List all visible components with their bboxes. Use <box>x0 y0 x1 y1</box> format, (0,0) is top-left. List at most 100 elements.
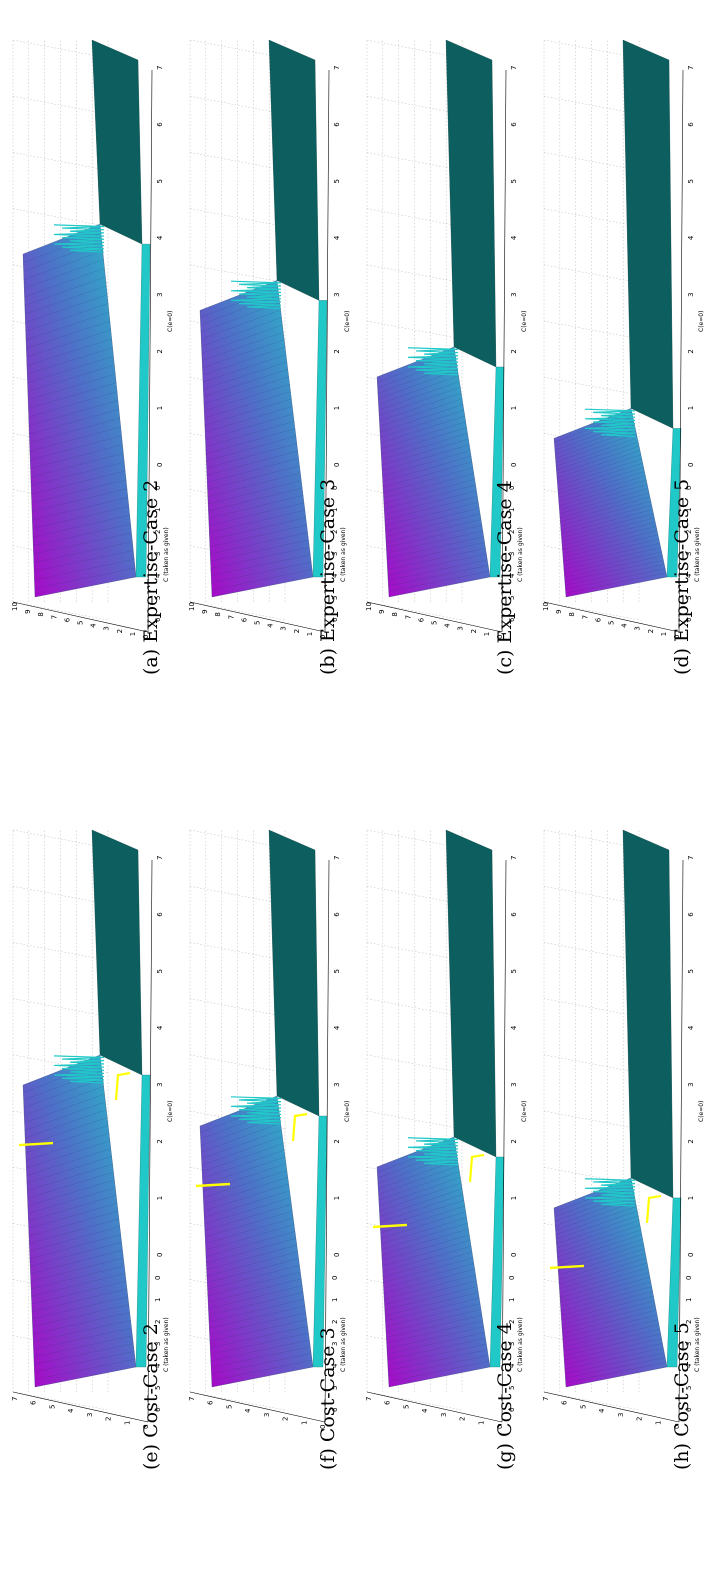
surface-mesh-line <box>32 1296 128 1320</box>
caption-c: (c) Expertise-Case 4 <box>494 480 516 675</box>
surface-spikes <box>407 1137 459 1166</box>
x-tick-label: 2 <box>510 1139 518 1143</box>
x-tick-label: 5 <box>687 969 695 973</box>
y-tick-label: 2 <box>685 530 693 534</box>
y-axis-label: C (taken as given) <box>517 1317 524 1372</box>
panel-e-plot: 0 1 2 3 4 5 6 7 6 5 4 3 2 1 0 0 1 2 3 4 5 6 7 C (taken as given… <box>11 829 174 1429</box>
surface-mesh-line <box>386 1326 484 1349</box>
z-tick-label: 3 <box>617 1413 625 1417</box>
surface-mesh-line <box>34 1343 134 1365</box>
surface-mesh-line <box>203 369 288 397</box>
surface-mesh-line <box>205 428 296 454</box>
surface-mesh-line <box>26 1140 110 1169</box>
y-tick-label: 1 <box>154 508 162 512</box>
surface-mesh-line <box>559 1262 648 1289</box>
y-tick-label: 6 <box>331 1407 339 1412</box>
z-axis-line <box>189 1391 326 1423</box>
surface-mesh-line <box>564 551 662 574</box>
surface-mesh-line <box>208 1285 303 1309</box>
z-tick-label: 6 <box>594 617 602 622</box>
surface-mesh-line <box>382 444 470 471</box>
surface-mesh-line <box>201 1129 282 1159</box>
x-tick-label: 3 <box>510 1082 518 1086</box>
z-tick-label: 6 <box>561 1400 569 1405</box>
x-tick-label: 4 <box>333 235 341 240</box>
x-tick-label: 1 <box>333 1196 341 1200</box>
surface-mesh-line <box>562 526 657 550</box>
surface-mesh-line <box>565 564 665 586</box>
z-tick-label: 2 <box>282 1417 290 1421</box>
surface-mesh-line <box>209 510 305 533</box>
y-tick-label: 6 <box>154 617 162 622</box>
surface-mesh-line <box>210 1333 309 1355</box>
y-tick-label: 2 <box>331 1320 339 1324</box>
z-tick-label: 7 <box>404 615 412 619</box>
z-tick-label: 2 <box>647 629 655 633</box>
z-tick-label: 1 <box>123 1421 131 1425</box>
surface-mesh-line <box>555 1206 637 1235</box>
surface-mesh-line <box>31 479 127 503</box>
y-axis-label: C (taken as given) <box>163 1317 170 1372</box>
y-tick-label: 3 <box>331 1342 339 1346</box>
surface-front-step <box>666 428 682 578</box>
y-axis-label: C (taken as given) <box>694 1317 701 1372</box>
z-axis-line <box>189 601 326 633</box>
surface-mesh-line <box>208 1292 304 1316</box>
surface-mesh-line <box>210 547 310 569</box>
x-tick-label: 1 <box>687 1196 695 1200</box>
x-axis-line <box>324 69 330 633</box>
panel-f-plot: 0 1 2 3 4 5 6 7 6 5 4 3 2 1 0 0 1 2 3 4 5 6 7 C (taken as given… <box>188 829 351 1429</box>
y-tick-label: 2 <box>508 530 516 534</box>
z-tick-label: 9 <box>378 609 386 613</box>
z-tick-label: 10 <box>11 602 19 611</box>
surface-mesh-line <box>34 1351 135 1373</box>
surface-mesh-line <box>201 1136 283 1166</box>
surface-mesh-line <box>388 1355 489 1377</box>
surface-mesh-line <box>25 294 108 323</box>
surface-mesh-line <box>558 1253 646 1280</box>
y-tick-label: 4 <box>154 573 162 578</box>
z-tick-label: 0 <box>673 1425 681 1429</box>
x-axis-line <box>678 859 684 1423</box>
x-tick-label: 1 <box>156 1196 164 1200</box>
x-tick-label: 5 <box>333 969 341 973</box>
surface-mesh-line <box>387 548 486 570</box>
surface-mesh-line <box>380 1211 466 1239</box>
surface-mesh-line <box>559 492 650 518</box>
surface-mesh-line <box>379 392 462 422</box>
y-tick-label: 6 <box>154 1407 162 1412</box>
x-tick-label: 6 <box>333 912 341 917</box>
y-tick-label: 3 <box>508 1342 516 1346</box>
surface-mesh-line <box>26 321 110 349</box>
surface-mesh-line <box>204 398 292 426</box>
z-tick-label: 7 <box>581 615 589 619</box>
z-tick-label: 0 <box>319 1425 327 1429</box>
surface-mesh-line <box>28 1187 116 1214</box>
x-tick-label: 4 <box>687 1025 695 1030</box>
surface-mesh-line <box>563 547 661 570</box>
surface-mesh-line <box>557 454 641 483</box>
surface-mesh-line <box>387 1343 487 1366</box>
surface-mesh-line <box>28 400 119 426</box>
surface-mesh-line <box>33 1335 133 1357</box>
y-tick-label: 2 <box>154 530 162 534</box>
surface-mesh-line <box>387 542 485 565</box>
surface-mesh-line <box>563 538 659 562</box>
surface-mesh-line <box>203 1183 289 1211</box>
surface-mesh-line <box>383 1257 473 1283</box>
grid-line <box>366 601 463 621</box>
surface-mesh-line <box>33 541 133 563</box>
surface-mesh-line <box>25 1117 108 1146</box>
y-tick-label: 4 <box>331 573 339 578</box>
x-axis-label: C(e=0) <box>521 1101 528 1122</box>
surface-mesh-line <box>385 513 481 537</box>
z-tick-label: 8 <box>391 612 399 616</box>
surface-mesh-line <box>24 276 106 306</box>
surface-mesh-line <box>556 450 641 479</box>
surface-mesh-line <box>31 1265 125 1289</box>
x-tick-label: 5 <box>156 969 164 973</box>
surface-mesh-line <box>31 471 126 495</box>
z-tick-label: 10 <box>365 602 373 611</box>
x-tick-label: 6 <box>156 122 164 127</box>
